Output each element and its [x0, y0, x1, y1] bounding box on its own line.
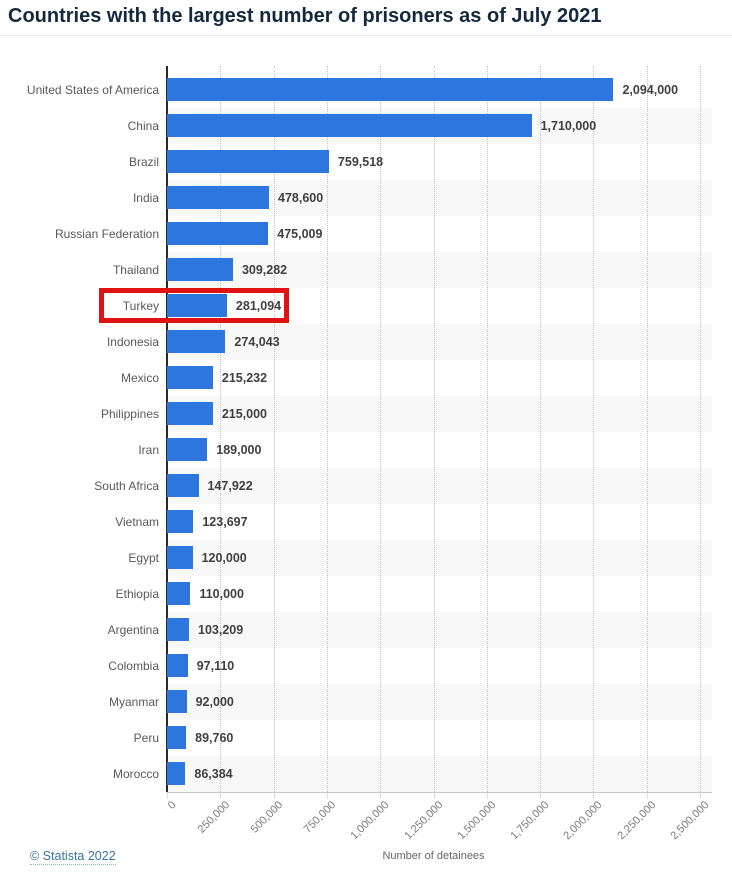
bar-value-label: 147,922 — [207, 479, 253, 493]
y-axis-line — [166, 66, 168, 792]
row-band — [167, 540, 712, 576]
row-band — [167, 756, 712, 792]
gridline — [700, 66, 701, 798]
bar-value-label: 97,110 — [196, 659, 235, 673]
x-tick-label: 750,000 — [301, 799, 339, 836]
bar[interactable] — [167, 186, 270, 209]
bar[interactable] — [167, 294, 227, 317]
gridline — [486, 66, 488, 798]
gridline — [646, 66, 648, 798]
x-tick-label: 1,500,000 — [455, 799, 499, 843]
bar-value-label: 189,000 — [216, 443, 262, 457]
bar[interactable] — [167, 546, 193, 569]
gridline — [433, 66, 435, 798]
bar-value-label: 309,282 — [241, 263, 288, 277]
x-tick-label: 0 — [165, 799, 179, 812]
country-label: Indonesia — [106, 335, 159, 349]
row-band — [167, 684, 712, 720]
bar-value-label: 759,518 — [337, 155, 384, 169]
country-label: Philippines — [100, 407, 159, 421]
bar-value-label: 123,697 — [202, 515, 248, 529]
country-label: Ethiopia — [115, 587, 159, 601]
gridline — [540, 66, 542, 798]
row-band — [167, 612, 712, 648]
bar[interactable] — [167, 654, 188, 677]
country-label: Mexico — [120, 371, 159, 385]
bar-value-label: 478,600 — [278, 191, 324, 205]
country-label: United States of America — [26, 83, 159, 97]
x-axis-title: Number of detainees — [382, 850, 485, 862]
country-label: Egypt — [128, 551, 159, 565]
bar[interactable] — [167, 618, 189, 641]
gridline — [326, 66, 328, 798]
bar[interactable] — [167, 762, 186, 785]
x-tick-label: 2,500,000 — [668, 799, 712, 843]
bar[interactable] — [167, 402, 213, 425]
country-label: Morocco — [112, 767, 159, 781]
x-tick-label: 2,000,000 — [561, 799, 605, 843]
x-axis-line — [167, 792, 712, 793]
country-label: China — [127, 119, 159, 133]
x-tick-label: 250,000 — [195, 799, 232, 836]
x-tick-label: 500,000 — [248, 799, 286, 836]
bar[interactable] — [167, 582, 191, 605]
gridline — [220, 66, 222, 798]
country-label: Thailand — [112, 263, 159, 277]
bar[interactable] — [167, 78, 614, 101]
country-label: Brazil — [128, 155, 159, 169]
gridline — [273, 66, 275, 798]
x-tick-label: 1,250,000 — [401, 799, 445, 843]
row-band — [167, 396, 712, 432]
bar-value-label: 475,009 — [277, 227, 323, 241]
country-label: Vietnam — [115, 515, 159, 529]
bar-value-label: 215,232 — [221, 371, 268, 385]
bar-value-label: 103,209 — [198, 623, 244, 637]
row-band — [167, 252, 712, 288]
country-label: India — [132, 191, 159, 205]
bar-value-label: 215,000 — [221, 407, 268, 421]
bar-value-label: 2,094,000 — [622, 83, 679, 97]
row-band — [167, 324, 712, 360]
chart-title: Countries with the largest number of pri… — [0, 0, 732, 36]
country-label: Argentina — [107, 623, 159, 637]
bar[interactable] — [167, 222, 269, 245]
bar[interactable] — [167, 438, 208, 461]
gridline — [593, 66, 595, 798]
gridline — [380, 66, 382, 798]
bar[interactable] — [167, 150, 329, 173]
bar[interactable] — [167, 474, 199, 497]
country-label: Russian Federation — [54, 227, 159, 241]
bar-value-label: 86,384 — [194, 767, 233, 781]
bar[interactable] — [167, 690, 187, 713]
x-tick-label: 1,000,000 — [348, 799, 392, 843]
bar-value-label: 1,710,000 — [540, 119, 597, 133]
highlight-box — [99, 288, 289, 323]
bar-value-label: 89,760 — [195, 731, 234, 745]
bar[interactable] — [167, 258, 233, 281]
statista-copyright-link[interactable]: © Statista 2022 — [30, 849, 116, 865]
bar-value-label: 110,000 — [199, 587, 244, 601]
bar[interactable] — [167, 510, 194, 533]
country-label: South Africa — [94, 479, 159, 493]
bar[interactable] — [167, 726, 187, 749]
x-tick-label: 1,750,000 — [508, 799, 552, 843]
country-label: Peru — [133, 731, 159, 745]
country-label: Turkey — [122, 299, 159, 313]
row-band — [167, 468, 712, 504]
bar-value-label: 120,000 — [201, 551, 247, 565]
bar-value-label: 281,094 — [235, 299, 282, 313]
country-label: Colombia — [108, 659, 159, 673]
country-label: Myanmar — [108, 695, 159, 709]
bar-value-label: 92,000 — [195, 695, 234, 709]
x-tick-label: 2,250,000 — [615, 799, 659, 843]
bar-value-label: 274,043 — [234, 335, 280, 349]
bar[interactable] — [167, 366, 213, 389]
bar[interactable] — [167, 330, 226, 353]
bar[interactable] — [167, 114, 532, 137]
country-label: Iran — [138, 443, 159, 457]
